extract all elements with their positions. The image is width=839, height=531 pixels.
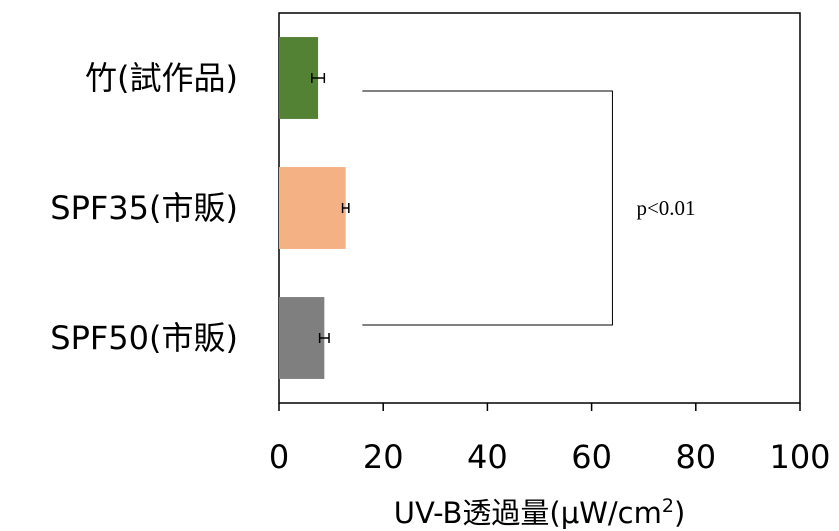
significance-annotation: p<0.01 — [636, 196, 695, 220]
x-tick-label-4: 80 — [675, 438, 716, 476]
x-tick-label-0: 0 — [269, 438, 289, 476]
x-tick-label-5: 100 — [769, 438, 830, 476]
x-axis-title-end: ) — [674, 496, 685, 530]
x-axis-title-main: UV-B透過量(μW/cm — [394, 496, 662, 530]
bar-1 — [279, 167, 346, 249]
plot-frame — [278, 12, 801, 404]
x-axis-title-superscript: 2 — [662, 495, 674, 517]
x-tick-label-2: 40 — [467, 438, 508, 476]
x-axis-title: UV-B透過量(μW/cm2) — [394, 495, 686, 530]
category-label-2: SPF50(市販) — [50, 319, 238, 357]
x-tick-label-3: 60 — [571, 438, 612, 476]
category-label-1: SPF35(市販) — [50, 189, 238, 227]
category-label-0: 竹(試作品) — [85, 59, 238, 97]
significance-bracket — [362, 90, 613, 326]
x-tick-label-1: 20 — [363, 438, 404, 476]
bar-2 — [279, 297, 325, 379]
